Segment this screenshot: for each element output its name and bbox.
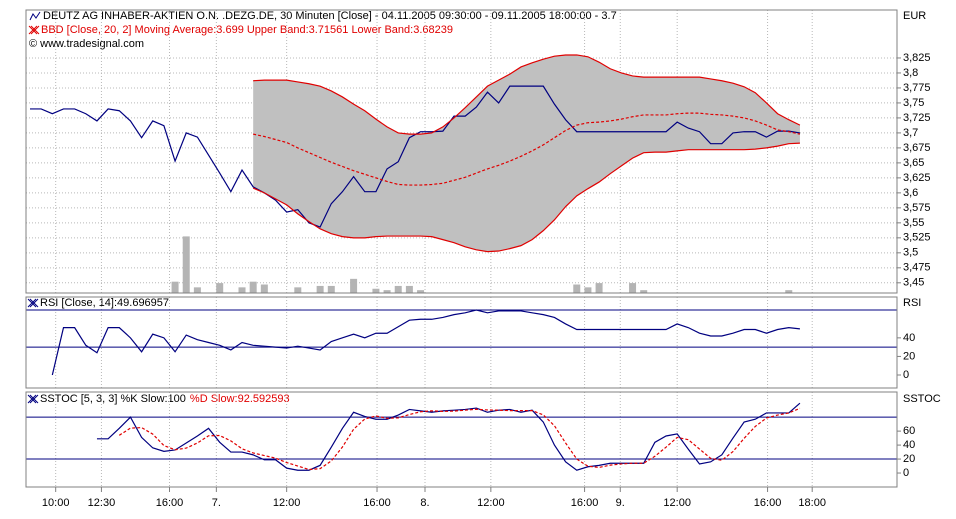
x-tick-label: 9. [616, 497, 625, 509]
y-tick-label: 3,725 [903, 112, 931, 124]
indicator-label: BBD [Close, 20, 2] Moving Average:3.699 … [41, 24, 453, 36]
volume-bar [216, 283, 224, 293]
volume-bar [249, 281, 257, 293]
volume-bar [584, 287, 592, 293]
y-tick-label: 3,75 [903, 97, 924, 109]
panel [26, 392, 897, 487]
y-tick-label: 3,65 [903, 157, 924, 169]
x-tick-label: 12:00 [477, 497, 505, 509]
y-tick-label: 3,625 [903, 172, 931, 184]
legend-entry: %D Slow:92.592593 [190, 393, 290, 405]
y-tick-label: 3,55 [903, 217, 924, 229]
icon [28, 25, 40, 35]
volume-bar [383, 290, 391, 293]
series-line [51, 309, 800, 376]
y-tick-label: 3,45 [903, 277, 924, 289]
series-line [252, 142, 800, 253]
legend-entry: SSTOC [5, 3, 3] %K Slow:100 [40, 393, 186, 405]
panel-frame [25, 9, 898, 294]
volume-bar [260, 284, 268, 293]
x-tick-label: 16:00 [754, 497, 782, 509]
y-tick-label: 3,475 [903, 262, 931, 274]
volume-bar [573, 284, 581, 293]
y-axis-label: SSTOC [903, 393, 941, 405]
volume-bar [405, 285, 413, 293]
legend-entry: RSI [Close, 14]:49.696957 [40, 297, 169, 309]
y-tick-label: 3,525 [903, 232, 931, 244]
volume-bar [595, 283, 603, 293]
volume-bar [327, 285, 335, 293]
y-tick-label: 3,825 [903, 52, 931, 64]
y-tick-label: 60 [903, 425, 915, 437]
series-line [253, 112, 801, 186]
x-tick-label: 16:00 [571, 497, 599, 509]
y-tick-label: 40 [903, 439, 915, 451]
y-tick-label: 40 [903, 332, 915, 344]
panel [26, 10, 897, 293]
icon [27, 298, 39, 308]
y-tick-label: 3,7 [903, 127, 918, 139]
volume-bar [238, 287, 246, 293]
volume-bar [294, 287, 302, 293]
series-line [118, 407, 801, 471]
y-tick-label: 3,6 [903, 187, 918, 199]
volume-bar [372, 288, 380, 293]
y-tick-label: 0 [903, 369, 909, 381]
y-axis-label: EUR [903, 10, 926, 22]
volume-bar [629, 283, 637, 293]
volume-bar [182, 236, 190, 293]
volume-bar [171, 281, 179, 293]
icon [27, 394, 39, 404]
legend: SSTOC [5, 3, 3] %K Slow:100 %D Slow:92.59… [40, 393, 290, 405]
x-tick-label: 10:00 [42, 497, 70, 509]
y-tick-label: 3,575 [903, 202, 931, 214]
y-axis-label: RSI [903, 297, 921, 309]
volume-bar [193, 287, 201, 293]
y-tick-label: 3,5 [903, 247, 918, 259]
volume-bar [785, 290, 793, 293]
y-tick-label: 0 [903, 467, 909, 479]
volume-bar [417, 290, 425, 293]
y-tick-label: 3,8 [903, 67, 918, 79]
x-tick-label: 7. [212, 497, 221, 509]
y-tick-label: 20 [903, 453, 915, 465]
panel-frame [25, 296, 898, 389]
icon [29, 11, 41, 21]
volume-bar [350, 278, 358, 293]
volume-bar [640, 290, 648, 293]
series-line [253, 54, 801, 135]
panel [26, 297, 897, 388]
y-tick-label: 20 [903, 350, 915, 362]
volume-bar [394, 285, 402, 293]
volume-bar [316, 285, 324, 293]
x-tick-label: 12:00 [273, 497, 301, 509]
y-tick-label: 3,775 [903, 82, 931, 94]
x-tick-label: 16:00 [363, 497, 391, 509]
panel-frame [25, 391, 898, 488]
chart-title: DEUTZ AG INHABER-AKTIEN O.N. .DEZG.DE, 3… [43, 10, 617, 22]
x-tick-label: 12:00 [663, 497, 691, 509]
x-tick-label: 18:00 [798, 497, 826, 509]
x-tick-label: 12:30 [88, 497, 116, 509]
x-tick-label: 16:00 [156, 497, 184, 509]
headers: DEUTZ AG INHABER-AKTIEN O.N. .DEZG.DE, 3… [27, 10, 941, 405]
x-tick-label: 8. [420, 497, 429, 509]
source: © www.tradesignal.com [29, 38, 144, 50]
y-tick-label: 3,675 [903, 142, 931, 154]
